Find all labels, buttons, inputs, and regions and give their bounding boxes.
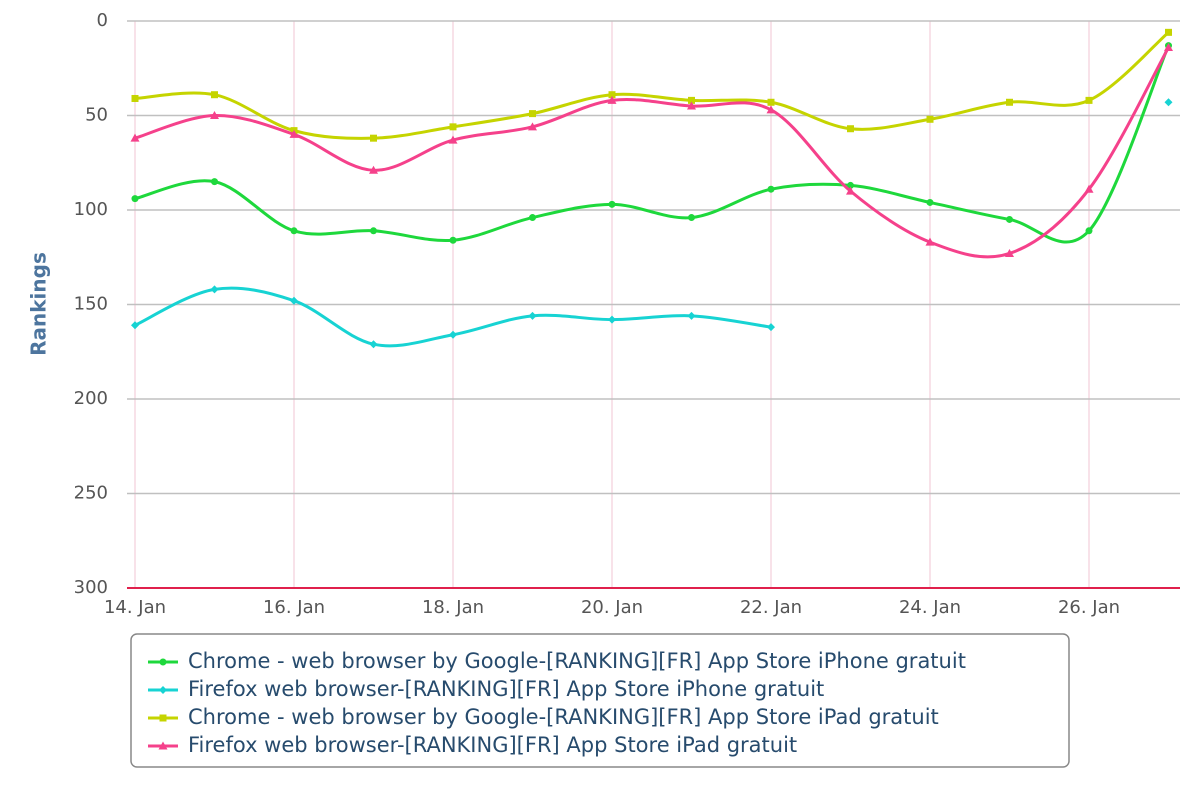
series-line [134,31,1170,140]
marker [688,214,695,222]
marker [211,178,218,186]
y-tick-label: 250 [74,483,108,504]
marker [1164,42,1173,51]
marker [846,186,855,195]
marker [210,285,219,294]
marker [529,214,536,222]
series-line [135,102,1169,346]
marker [688,96,695,104]
marker [1006,98,1013,106]
y-tick-label: 100 [74,199,108,220]
marker [766,105,776,114]
y-tick-label: 150 [74,294,108,315]
marker [159,658,167,666]
marker [449,330,457,339]
marker [370,134,377,142]
marker [131,195,139,203]
x-tick-label: 18. Jan [422,597,484,618]
marker [608,91,616,99]
series-line [134,46,1170,259]
marker [211,91,218,99]
x-tick-label: 26. Jan [1058,597,1120,618]
legend-label: Chrome - web browser by Google-[RANKING]… [188,649,966,673]
marker [767,185,775,193]
marker [767,98,775,106]
marker [158,741,168,750]
marker [1084,184,1094,193]
y-tick-label: 300 [74,577,108,598]
y-tick-label: 0 [97,10,108,31]
marker [290,296,298,305]
legend-label: Firefox web browser-[RANKING][FR] App St… [188,677,824,701]
x-tick-label: 16. Jan [263,597,325,618]
marker [449,123,457,131]
marker [687,311,696,320]
x-tick-label: 22. Jan [740,597,802,618]
marker [131,94,139,102]
marker [608,315,616,324]
marker [159,686,167,694]
marker [687,101,696,110]
marker [1085,227,1093,235]
marker [369,340,378,349]
marker [767,323,775,332]
y-tick-label: 50 [85,105,108,126]
marker [607,95,617,104]
marker [1005,248,1014,257]
legend-label: Chrome - web browser by Google-[RANKING]… [188,705,939,729]
x-tick-label: 14. Jan [104,597,166,618]
marker [1164,98,1173,107]
y-tick-label: 200 [74,388,108,409]
marker [448,135,458,144]
x-tick-label: 20. Jan [581,597,643,618]
marker [449,236,457,244]
marker [608,200,616,208]
marker [529,110,536,118]
marker [925,237,935,246]
marker [528,311,537,320]
marker [528,122,537,131]
grid [127,20,1180,589]
marker [159,714,167,722]
legend-label: Firefox web browser-[RANKING][FR] App St… [188,733,797,757]
x-tick-label: 24. Jan [899,597,961,618]
marker [926,198,934,206]
y-axis-title: Rankings [27,252,51,356]
legend-box [130,633,1070,768]
marker [926,115,934,123]
marker [1006,215,1013,223]
marker [130,133,140,142]
series-line [134,44,1170,244]
marker [1085,96,1093,104]
marker [1165,28,1172,36]
marker [370,227,377,235]
marker [210,111,219,119]
marker [131,321,139,330]
marker [847,125,854,133]
marker [290,227,298,235]
marker [289,129,299,138]
marker [369,165,378,174]
marker [847,181,854,189]
